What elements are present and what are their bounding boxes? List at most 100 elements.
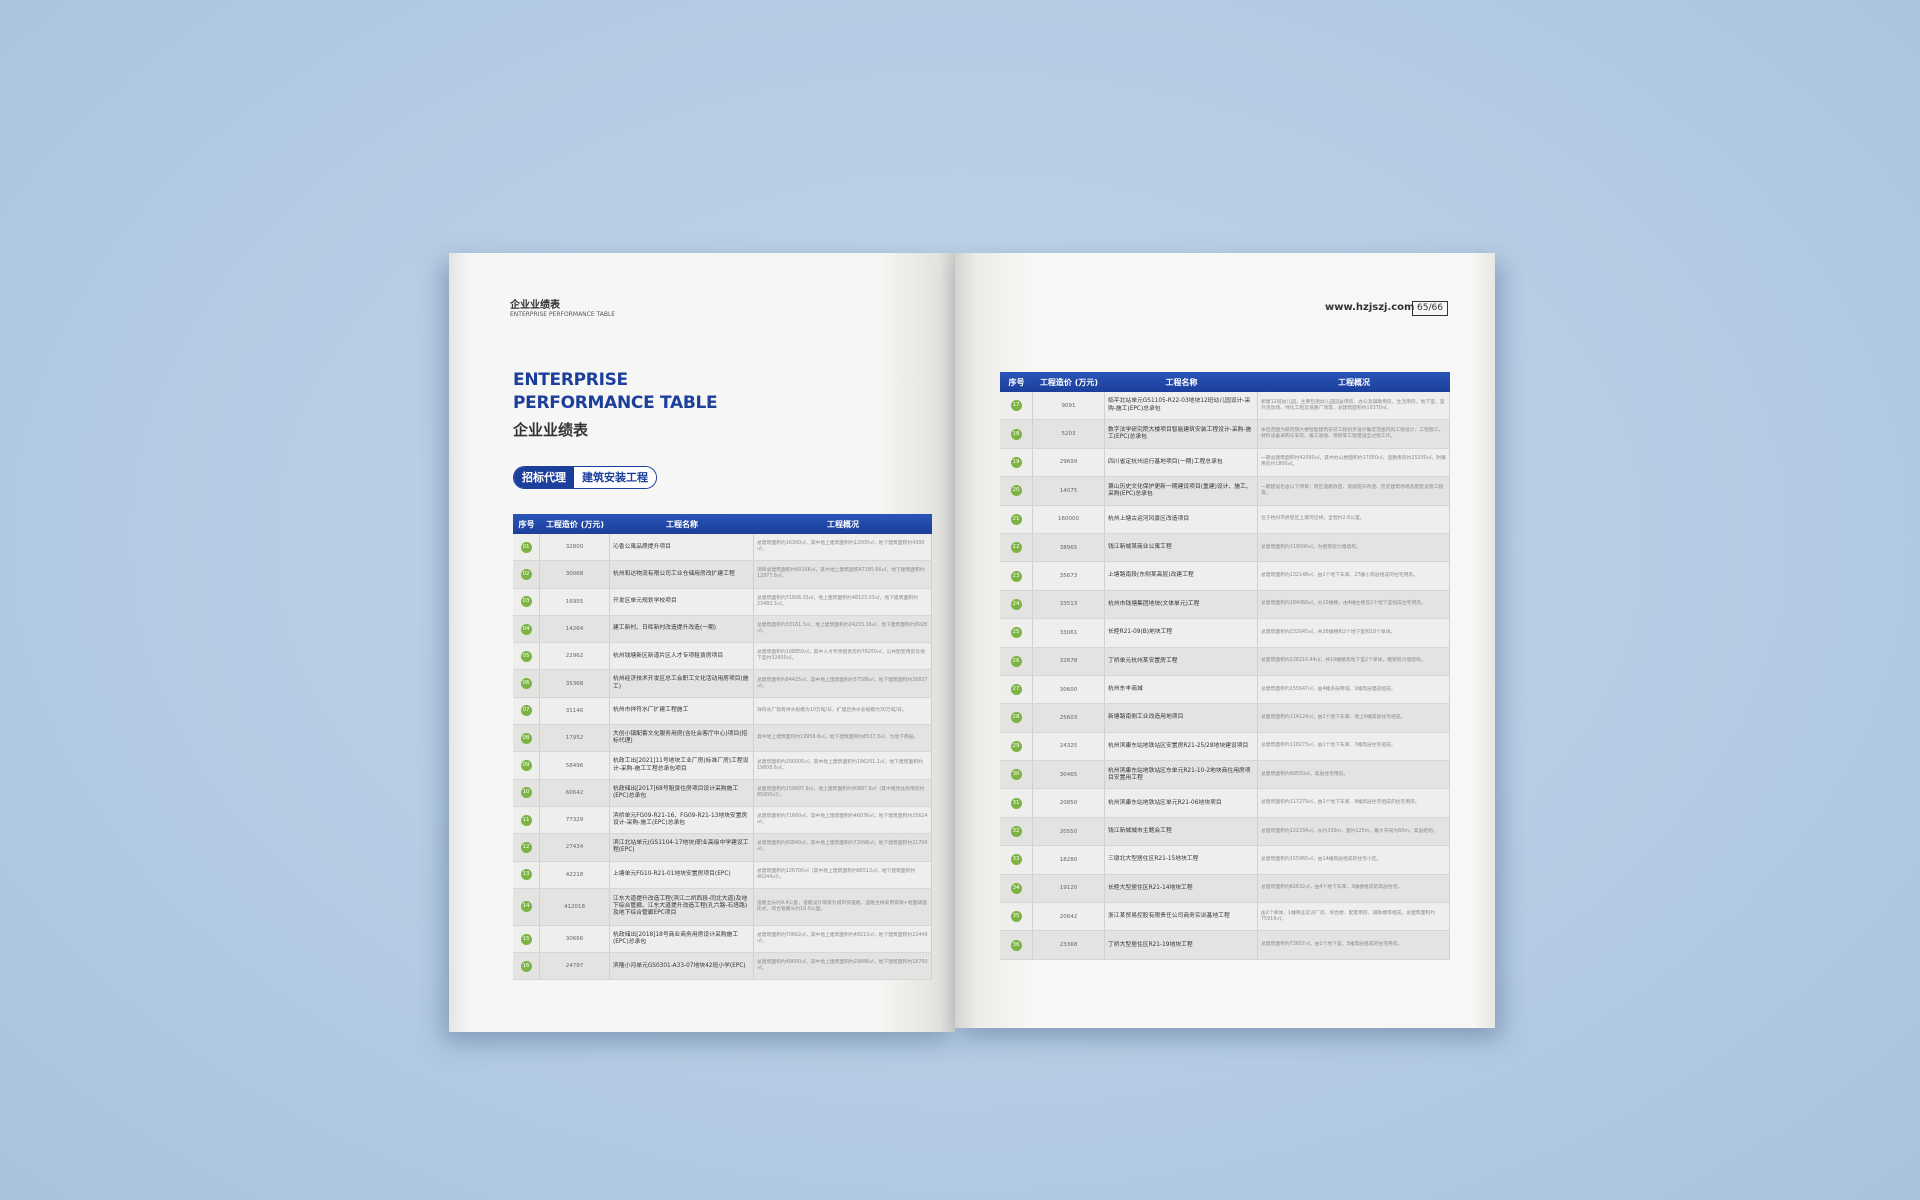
row-number: 27: [1010, 684, 1022, 696]
project-name: 钱江新城城市主题会工程: [1105, 817, 1258, 846]
row-number: 17: [1010, 400, 1022, 412]
row-number: 14: [520, 901, 532, 913]
row-number: 13: [520, 869, 532, 881]
cost: 35673: [1033, 562, 1105, 590]
table-body: 01 32800 沁香公寓品质提升项目 总建筑面积约16300㎡，其中地上建筑面积约1…: [513, 534, 932, 981]
table-row: 22 38965 钱江新城某商业公寓工程 总建筑面积约119000㎡，为框架剪力墙结构…: [1000, 533, 1450, 563]
project-description: 总建筑面积约108850㎡，其中人才专项租赁房约76250㎡，公共配套用房及地下…: [754, 643, 932, 670]
table-row: 23 35673 上塘路南段(东侧某高层)改建工程 总建筑面积约132148㎡，由1个…: [1000, 562, 1450, 591]
table-row: 31 20850 杭州滨康东站地铁站区单元R21-06地块项目 总建筑面积约11727…: [1000, 789, 1450, 818]
tab[interactable]: 建筑安装工程: [574, 467, 656, 488]
project-description: 总建筑面积约16300㎡，其中地上建筑面积约12000㎡，地下建筑面积约4300…: [754, 534, 932, 561]
row-number: 15: [520, 933, 532, 945]
project-description: 总建筑面积约114124㎡，由1个地下车库、地上6幢高层住宅组成。: [1258, 704, 1450, 732]
project-description: 新建12班幼儿园，主要包括幼儿园园舍用房、办公及辅助用房、生活用房，地下室、室外…: [1258, 392, 1450, 420]
table-row: 20 14075 萧山历史文化保护更新一期建设项目(重建)设计、施工、采购(EPC)…: [1000, 477, 1450, 506]
row-number: 26: [1010, 655, 1022, 667]
cost: 14075: [1033, 477, 1105, 505]
cell: 32: [1000, 817, 1033, 846]
website: www.hzjszj.com: [1325, 302, 1415, 313]
project-name: 杭州经济技术开发区总工会职工文化活动用房项目(施工): [610, 670, 754, 697]
project-name: 长睦R21-09(B)地块工程: [1105, 619, 1258, 647]
project-name: 浙江某贸易控股有限责任公司商务实训基地工程: [1105, 903, 1258, 931]
table-row: 17 9091 临平北站单元GS1105-R22-03地块12班幼儿园设计-采购-施…: [1000, 392, 1450, 421]
project-name: 萧山历史文化保护更新一期建设项目(重建)设计、施工、采购(EPC)总承包: [1105, 477, 1258, 505]
row-number: 24: [1010, 598, 1022, 610]
row-number: 36: [1010, 939, 1022, 951]
project-description: 总建筑面积约70662㎡，其中地上建筑面积约48213㎡，地下建筑面积约2244…: [754, 925, 932, 953]
cost: 160000: [1033, 505, 1105, 533]
tab[interactable]: 招标代理: [514, 467, 574, 488]
project-name: 三墩北大型居住区R21-15地块工程: [1105, 846, 1258, 874]
performance-table: 序号 工程造价 (万元) 工程名称 工程概况 01 32800 沁香公寓品质提升项目 总建筑面…: [513, 514, 932, 981]
row-number: 22: [1010, 542, 1022, 554]
cell: 27: [1000, 675, 1033, 704]
table-row: 25 33061 长睦R21-09(B)地块工程 总建筑面积约232645㎡，共26幢…: [1000, 619, 1450, 648]
table-header: 序号 工程造价 (万元) 工程名称 工程概况: [1000, 372, 1450, 392]
project-name: 滨桥单元FG09-R21-16、FG09-R21-13地块安置房设计-采购-施工…: [610, 806, 754, 834]
cost: 32800: [540, 534, 610, 561]
project-description: 总建筑面积约228210.44㎡，共19幢楼及地下室2个单体，框架剪力墙结构。: [1258, 647, 1450, 675]
cost: 30666: [540, 925, 610, 953]
project-description: 由2个单体，1幢商业实训厂房、综合楼、配套用房、辅助楼等组成，总建筑面积约759…: [1258, 903, 1450, 931]
cost: 20850: [1033, 789, 1105, 817]
project-name: 长睦大型居住区R21-14地块工程: [1105, 874, 1258, 903]
project-description: 总建筑面积约126700㎡（其中地上建筑面积约86512㎡，地下建筑面积约402…: [754, 861, 932, 888]
project-name: 杭州市钱塘集团地块(文体单元)工程: [1105, 590, 1258, 619]
cell: 28: [1000, 704, 1033, 732]
row-number: 18: [1010, 428, 1022, 440]
table-row: 09 58496 杭政工出[2021]11号地块工业厂房(标准厂房)工程设计-采购-…: [513, 752, 932, 780]
project-description: 总建筑面积约84425㎡，其中地上建筑面积约57588㎡，地下建筑面积约2683…: [754, 670, 932, 697]
project-name: 杭州钱塘新区新道片区人才专项租赁房项目: [610, 643, 754, 670]
cell: 12: [513, 834, 540, 861]
project-name: 滨隆小河单元GS0301-A33-07地块42班小学(EPC): [610, 953, 754, 980]
table-row: 06 35368 杭州经济技术开发区总工会职工文化活动用房项目(施工) 总建筑面积约8…: [513, 670, 932, 698]
row-number: 07: [520, 705, 532, 717]
project-name: 四川省定杭州运行基地项目(一期)工程总承包: [1105, 448, 1258, 477]
row-number: 05: [520, 650, 532, 662]
cost: 33061: [1033, 619, 1105, 647]
cost: 24797: [540, 953, 610, 980]
cell: 18: [1000, 420, 1033, 448]
column-header: 序号: [518, 519, 535, 529]
cell: 10: [513, 779, 540, 806]
project-name: 上塘路南段(东侧某高层)改建工程: [1105, 562, 1258, 590]
table-row: 12 27434 滨江北站单元(GS1104-17地块)职业高级中学建设工程(EPC…: [513, 834, 932, 862]
cost: 32678: [1033, 647, 1105, 675]
column-header: 工程造价 (万元): [545, 519, 605, 529]
project-description: 总建筑面积约48600㎡，其中地上建筑面积约29888㎡，地下建筑面积约1870…: [754, 953, 932, 980]
column-header: 工程概况: [827, 519, 859, 529]
cost: 27434: [540, 834, 610, 861]
table-row: 32 20550 钱江新城城市主题会工程 总建筑面积约122334㎡，长约330m，宽…: [1000, 817, 1450, 847]
project-name: 开发区单元规划学校项目: [610, 588, 754, 615]
cell: 02: [513, 561, 540, 588]
project-name: 建工新村、日晖新村改造提升改造(一期): [610, 615, 754, 643]
cost: 35368: [540, 670, 610, 697]
project-description: 总建筑面积约155965㎡，由14幢高层组成的住宅小区。: [1258, 846, 1450, 874]
row-number: 30: [1010, 769, 1022, 781]
cost: 412018: [540, 888, 610, 925]
row-number: 10: [520, 787, 532, 799]
project-description: 总建筑面积约71660㎡，其中地上建筑面积约46036㎡，地下建筑面积约2562…: [754, 806, 932, 834]
cell: 07: [513, 697, 540, 725]
cell: 35: [1000, 903, 1033, 931]
project-description: 本包范围为研究院大楼智能建筑安装工程初步设计确定范围内的工程设计、工程施工、材料…: [1258, 420, 1450, 448]
cost: 25603: [1033, 704, 1105, 732]
cost: 31146: [540, 697, 610, 725]
table-row: 18 5203 数字法学研究院大楼项目智能建筑安装工程设计-采购-施工(EPC)总承…: [1000, 420, 1450, 449]
row-number: 25: [1010, 627, 1022, 639]
title-en: PERFORMANCE TABLE: [513, 393, 718, 413]
row-number: 20: [1010, 485, 1022, 497]
table-row: 16 24797 滨隆小河单元GS0301-A33-07地块42班小学(EPC) 总建…: [513, 953, 932, 981]
project-name: 丁桥单元杭州某安置房工程: [1105, 647, 1258, 675]
table-row: 14 412018 江东大道提升改造工程(滨江二桥西段-同北大道)及地下综合管廊、江…: [513, 888, 932, 926]
project-name: 大创小镇配套文化服务用房(含社会客厅中心)项目(招标代理): [610, 725, 754, 752]
table-row: 26 32678 丁桥单元杭州某安置房工程 总建筑面积约228210.44㎡，共19幢…: [1000, 647, 1450, 676]
cost: 29699: [1033, 448, 1105, 477]
column-header: 工程名称: [1165, 377, 1198, 387]
cell: 24: [1000, 590, 1033, 619]
cell: 13: [513, 861, 540, 888]
cost: 17952: [540, 725, 610, 752]
cell: 15: [513, 925, 540, 953]
project-description: 总建筑面积约206005㎡，其中地上建筑面积约196201.2㎡，地下建筑面积约…: [754, 752, 932, 779]
